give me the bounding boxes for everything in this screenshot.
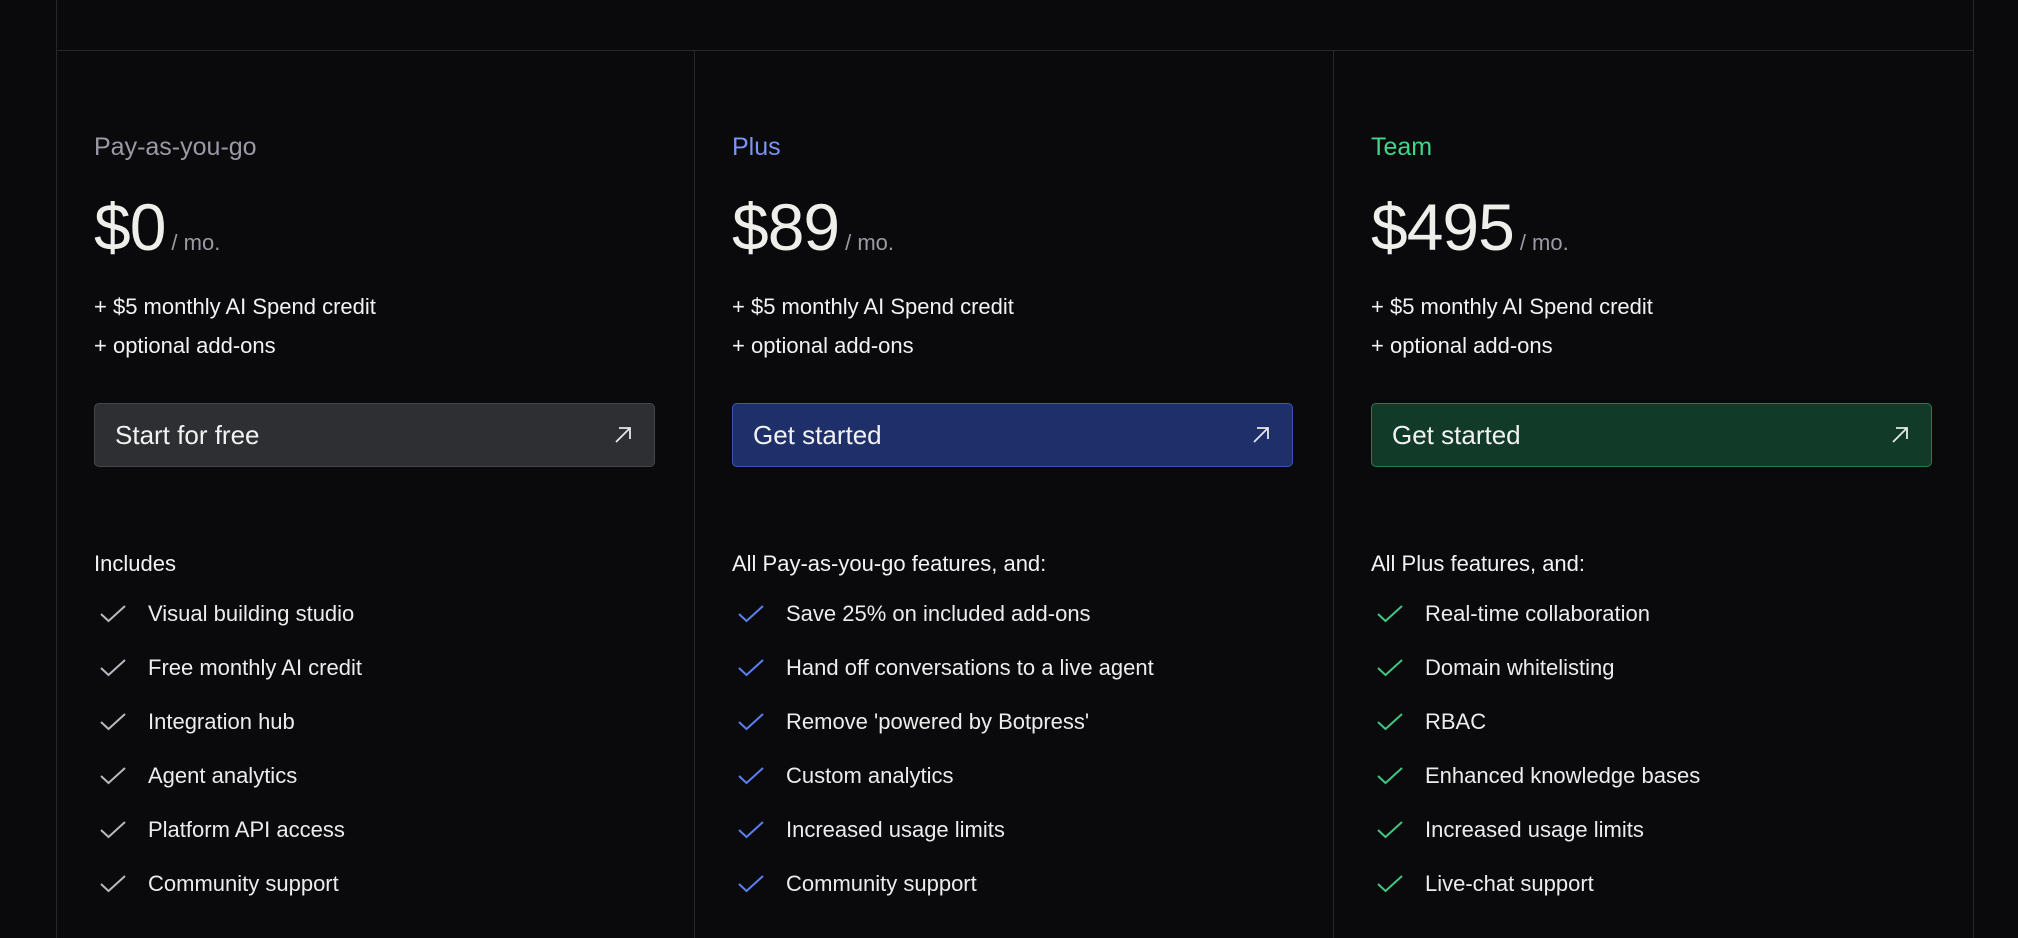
plan-card-pay-as-you-go: Pay-as-you-go $0/ mo. + $5 monthly AI Sp…: [57, 51, 696, 938]
feature-item: Increased usage limits: [1371, 803, 1700, 857]
feature-label: Custom analytics: [786, 763, 954, 788]
check-icon: [1377, 875, 1403, 893]
features-heading: All Pay-as-you-go features, and:: [732, 551, 1047, 576]
plan-extra: + optional add-ons: [732, 333, 914, 358]
feature-label: Real-time collaboration: [1425, 601, 1650, 626]
plan-price: $89/ mo.: [732, 189, 894, 265]
feature-item: Free monthly AI credit: [94, 641, 362, 695]
check-icon: [1377, 605, 1403, 623]
plan-cta-button[interactable]: Get started: [1371, 403, 1932, 467]
feature-item: Remove 'powered by Botpress': [732, 695, 1154, 749]
feature-list: Real-time collaboration Domain whitelist…: [1371, 587, 1700, 911]
check-icon: [738, 767, 764, 785]
features-heading: All Plus features, and:: [1371, 551, 1586, 576]
feature-item: RBAC: [1371, 695, 1700, 749]
check-icon: [738, 713, 764, 731]
check-icon: [100, 713, 126, 731]
feature-label: Community support: [786, 871, 977, 896]
feature-label: Integration hub: [148, 709, 295, 734]
check-icon: [1377, 767, 1403, 785]
divider: [56, 50, 1974, 51]
price-amount: $89: [732, 190, 840, 264]
plan-extra: + $5 monthly AI Spend credit: [1371, 294, 1653, 319]
feature-item: Custom analytics: [732, 749, 1154, 803]
button-label: Start for free: [115, 419, 260, 450]
price-period: / mo.: [845, 230, 895, 255]
feature-label: Remove 'powered by Botpress': [786, 709, 1090, 734]
feature-item: Domain whitelisting: [1371, 641, 1700, 695]
feature-item: Platform API access: [94, 803, 362, 857]
feature-label: RBAC: [1425, 709, 1487, 734]
check-icon: [1377, 659, 1403, 677]
feature-label: Enhanced knowledge bases: [1425, 763, 1701, 788]
check-icon: [100, 821, 126, 839]
feature-label: Domain whitelisting: [1425, 655, 1615, 680]
feature-item: Community support: [732, 857, 1154, 911]
feature-item: Hand off conversations to a live agent: [732, 641, 1154, 695]
check-icon: [100, 767, 126, 785]
feature-label: Save 25% on included add-ons: [786, 601, 1091, 626]
plan-name: Plus: [732, 133, 781, 161]
feature-item: Increased usage limits: [732, 803, 1154, 857]
price-period: / mo.: [1519, 230, 1569, 255]
feature-item: Visual building studio: [94, 587, 362, 641]
feature-label: Increased usage limits: [786, 817, 1005, 842]
pricing-frame: [56, 0, 1974, 938]
feature-item: Integration hub: [94, 695, 362, 749]
feature-label: Agent analytics: [148, 763, 298, 788]
feature-label: Platform API access: [148, 817, 345, 842]
plan-name: Team: [1371, 133, 1433, 161]
price-amount: $495: [1371, 190, 1515, 264]
feature-label: Visual building studio: [148, 601, 355, 626]
plan-extra: + $5 monthly AI Spend credit: [732, 294, 1014, 319]
feature-list: Save 25% on included add-ons Hand off co…: [732, 587, 1154, 911]
plan-card-team: Team $495/ mo. + $5 monthly AI Spend cre…: [1333, 51, 1972, 938]
plan-extra: + optional add-ons: [1371, 333, 1553, 358]
arrow-up-right-icon: [1892, 427, 1908, 443]
price-period: / mo.: [171, 230, 221, 255]
feature-item: Save 25% on included add-ons: [732, 587, 1154, 641]
feature-item: Enhanced knowledge bases: [1371, 749, 1700, 803]
feature-item: Community support: [94, 857, 362, 911]
check-icon: [738, 659, 764, 677]
plan-extra: + $5 monthly AI Spend credit: [94, 294, 376, 319]
feature-label: Live-chat support: [1425, 871, 1594, 896]
check-icon: [1377, 713, 1403, 731]
arrow-up-right-icon: [615, 427, 631, 443]
feature-list: Visual building studio Free monthly AI c…: [94, 587, 362, 911]
plan-cta-button[interactable]: Get started: [732, 403, 1293, 467]
check-icon: [1377, 821, 1403, 839]
price-amount: $0: [94, 190, 166, 264]
arrow-up-right-icon: [1253, 427, 1269, 443]
feature-label: Free monthly AI credit: [148, 655, 362, 680]
check-icon: [738, 875, 764, 893]
plan-card-plus: Plus $89/ mo. + $5 monthly AI Spend cred…: [694, 51, 1333, 938]
check-icon: [738, 821, 764, 839]
feature-item: Agent analytics: [94, 749, 362, 803]
check-icon: [100, 605, 126, 623]
button-label: Get started: [1392, 419, 1521, 450]
plan-cta-button[interactable]: Start for free: [94, 403, 655, 467]
plan-price: $0/ mo.: [94, 189, 220, 265]
feature-label: Hand off conversations to a live agent: [786, 655, 1154, 680]
feature-item: Real-time collaboration: [1371, 587, 1700, 641]
check-icon: [100, 875, 126, 893]
feature-label: Increased usage limits: [1425, 817, 1644, 842]
button-label: Get started: [753, 419, 882, 450]
check-icon: [100, 659, 126, 677]
features-heading: Includes: [94, 551, 176, 576]
plan-name: Pay-as-you-go: [94, 133, 257, 161]
plan-price: $495/ mo.: [1371, 189, 1569, 265]
plan-extra: + optional add-ons: [94, 333, 276, 358]
feature-item: Live-chat support: [1371, 857, 1700, 911]
feature-label: Community support: [148, 871, 339, 896]
check-icon: [738, 605, 764, 623]
